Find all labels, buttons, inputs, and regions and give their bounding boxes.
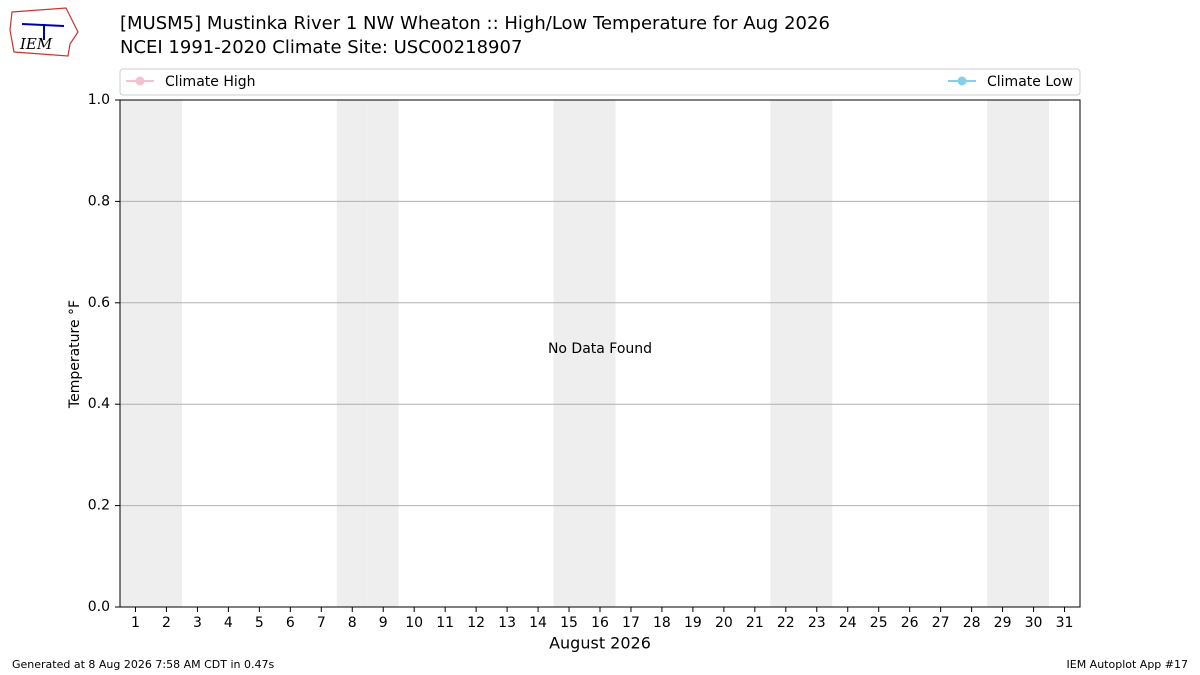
legend-label: Climate Low (987, 74, 1073, 90)
x-tick-label: 3 (193, 615, 202, 631)
legend-marker (135, 76, 145, 86)
annotation: No Data Found (548, 341, 652, 357)
weekend-band (150, 100, 182, 607)
y-axis-label: Temperature °F (67, 300, 83, 409)
x-tick-label: 29 (994, 615, 1012, 631)
x-tick-label: 4 (224, 615, 233, 631)
weekend-band (1018, 100, 1050, 607)
weekend-band (367, 100, 399, 607)
x-tick-label: 7 (317, 615, 326, 631)
x-tick-label: 14 (529, 615, 547, 631)
x-tick-label: 12 (467, 615, 485, 631)
x-tick-label: 8 (348, 615, 357, 631)
x-tick-label: 13 (498, 615, 516, 631)
legend-label: Climate High (165, 74, 256, 90)
logo-outline (9, 7, 79, 57)
y-tick-label: 0.2 (88, 498, 110, 514)
legend-marker (957, 76, 967, 86)
x-tick-label: 10 (405, 615, 423, 631)
x-tick-label: 20 (715, 615, 733, 631)
x-tick-label: 15 (560, 615, 578, 631)
x-tick-label: 30 (1025, 615, 1043, 631)
x-tick-label: 21 (746, 615, 764, 631)
weekend-band (553, 100, 585, 607)
x-tick-label: 5 (255, 615, 264, 631)
x-tick-label: 27 (932, 615, 950, 631)
y-tick-label: 0.0 (88, 599, 110, 615)
x-tick-label: 2 (162, 615, 171, 631)
x-tick-label: 25 (870, 615, 888, 631)
x-tick-label: 28 (963, 615, 981, 631)
y-tick-label: 0.4 (88, 396, 110, 412)
y-tick-label: 1.0 (88, 92, 110, 108)
x-tick-label: 23 (808, 615, 826, 631)
logo: IEM (9, 7, 79, 57)
chart-subtitle: NCEI 1991-2020 Climate Site: USC00218907 (120, 37, 522, 58)
footer: Generated at 8 Aug 2026 7:58 AM CDT in 0… (12, 658, 274, 671)
weekend-band (801, 100, 833, 607)
logo-text: IEM (19, 35, 53, 53)
weekend-band (336, 100, 368, 607)
weekend-band (987, 100, 1019, 607)
x-tick-label: 22 (777, 615, 795, 631)
x-tick-label: 19 (684, 615, 702, 631)
y-tick-label: 0.8 (88, 193, 110, 209)
y-tick-label: 0.6 (88, 295, 110, 311)
chart-title: [MUSM5] Mustinka River 1 NW Wheaton :: H… (120, 13, 830, 34)
x-tick-label: 9 (379, 615, 388, 631)
weekend-band (584, 100, 616, 607)
x-tick-label: 18 (653, 615, 671, 631)
x-tick-label: 11 (436, 615, 454, 631)
x-tick-label: 16 (591, 615, 609, 631)
x-tick-label: 6 (286, 615, 295, 631)
weekend-band (770, 100, 802, 607)
plot-frame (119, 99, 1081, 608)
x-axis-label: August 2026 (549, 634, 651, 653)
x-tick-label: 17 (622, 615, 640, 631)
footer: IEM Autoplot App #17 (1067, 658, 1189, 671)
x-tick-label: 31 (1056, 615, 1074, 631)
legend (119, 68, 1081, 96)
weekend-band (120, 100, 151, 607)
x-tick-label: 1 (131, 615, 140, 631)
x-tick-label: 24 (839, 615, 857, 631)
x-tick-label: 26 (901, 615, 919, 631)
